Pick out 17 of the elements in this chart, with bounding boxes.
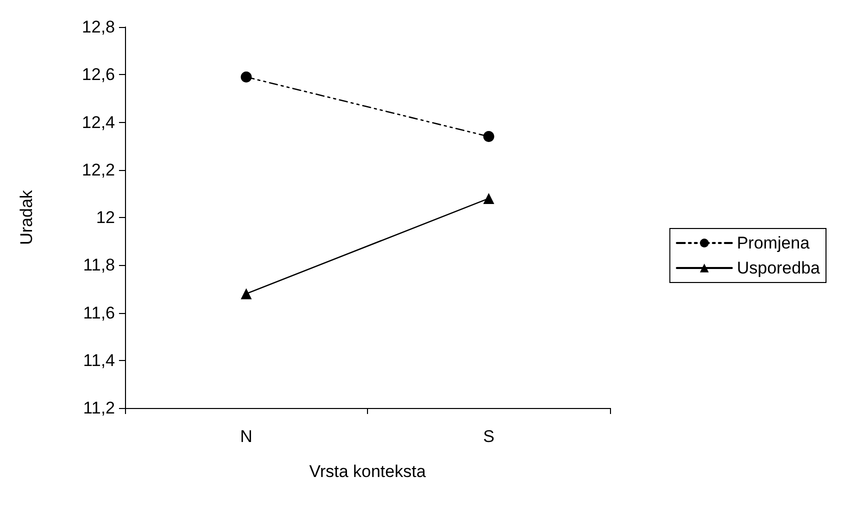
y-tick-label: 12,8: [82, 18, 115, 36]
y-tick-label: 11,6: [83, 303, 115, 322]
y-tick-label: 12: [96, 208, 115, 227]
y-tick-label: 12,6: [82, 65, 115, 84]
legend-label: Usporedba: [736, 258, 821, 278]
y-tick-label: 11,2: [83, 398, 115, 418]
y-tick-label: 11,4: [83, 350, 115, 370]
legend-label: Promjena: [736, 234, 810, 252]
x-tick-label: N: [240, 427, 252, 446]
x-tick-label: S: [483, 427, 494, 446]
y-tick-label: 12,2: [82, 160, 115, 180]
y-tick-label: 11,8: [83, 256, 115, 275]
point: [483, 131, 494, 142]
x-axis-title: Vrsta konteksta: [309, 462, 426, 481]
y-axis-title: Uradak: [17, 190, 36, 245]
y-tick-label: 12,4: [82, 112, 115, 132]
point: [240, 72, 252, 83]
